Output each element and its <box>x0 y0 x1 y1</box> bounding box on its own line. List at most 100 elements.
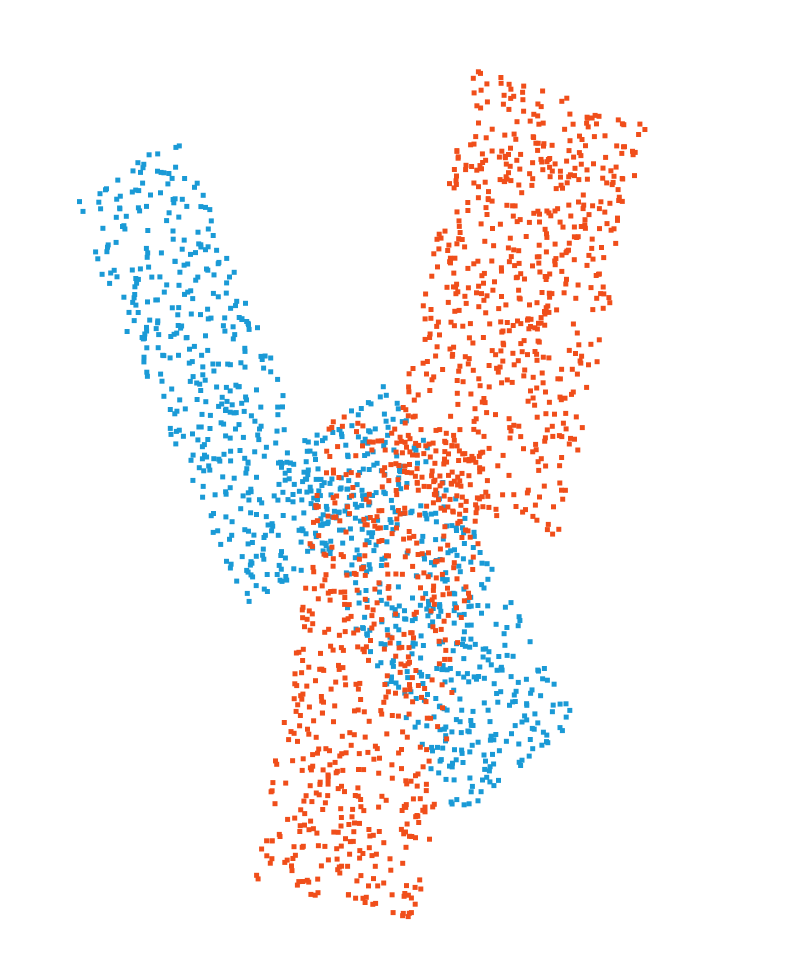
scatter-point-series-2 <box>437 546 443 552</box>
scatter-point-series-2 <box>456 458 462 463</box>
scatter-point-series-1 <box>275 404 281 410</box>
scatter-point-series-2 <box>291 696 297 702</box>
scatter-point-series-2 <box>420 595 426 601</box>
scatter-point-series-2 <box>466 594 472 600</box>
scatter-point-series-1 <box>422 556 427 562</box>
scatter-point-series-2 <box>292 671 298 677</box>
scatter-point-series-2 <box>437 332 442 338</box>
scatter-point-series-2 <box>356 767 361 772</box>
scatter-point-series-2 <box>409 675 415 681</box>
scatter-point-series-1 <box>264 589 270 594</box>
scatter-point-series-2 <box>570 321 576 327</box>
scatter-point-series-2 <box>418 585 423 591</box>
scatter-point-series-2 <box>396 750 402 756</box>
scatter-point-series-1 <box>515 679 521 685</box>
scatter-point-series-1 <box>161 289 167 295</box>
scatter-point-series-1 <box>392 607 398 613</box>
scatter-point-series-2 <box>295 738 300 744</box>
scatter-point-series-2 <box>465 361 471 367</box>
scatter-point-series-1 <box>174 330 180 336</box>
scatter-point-series-2 <box>527 302 532 308</box>
scatter-point-series-1 <box>378 597 384 603</box>
scatter-point-series-1 <box>164 282 170 288</box>
scatter-point-series-2 <box>412 473 418 479</box>
scatter-point-series-1 <box>420 681 426 686</box>
scatter-point-series-2 <box>518 271 524 277</box>
scatter-point-series-1 <box>221 421 227 427</box>
scatter-point-series-2 <box>399 808 405 813</box>
scatter-point-series-2 <box>537 494 542 500</box>
scatter-point-series-2 <box>290 758 296 764</box>
scatter-point-series-1 <box>396 603 402 609</box>
scatter-point-series-1 <box>133 187 139 193</box>
scatter-point-series-1 <box>254 512 259 517</box>
scatter-point-series-2 <box>430 804 436 810</box>
scatter-point-series-1 <box>466 679 472 685</box>
scatter-point-series-2 <box>580 206 586 212</box>
scatter-point-series-2 <box>343 529 349 535</box>
scatter-point-series-2 <box>491 243 497 249</box>
scatter-point-series-2 <box>381 646 387 652</box>
scatter-point-series-2 <box>413 440 419 446</box>
scatter-point-series-1 <box>222 315 228 321</box>
scatter-point-series-2 <box>498 319 504 325</box>
scatter-point-series-1 <box>437 727 443 733</box>
scatter-point-series-2 <box>541 143 546 149</box>
scatter-point-series-1 <box>418 673 424 679</box>
scatter-point-series-1 <box>467 644 473 650</box>
scatter-point-series-2 <box>404 469 410 475</box>
scatter-point-series-1 <box>169 305 175 311</box>
scatter-point-series-1 <box>481 752 487 758</box>
scatter-point-series-2 <box>608 168 614 174</box>
scatter-point-series-2 <box>591 161 596 167</box>
scatter-point-series-2 <box>445 542 451 548</box>
scatter-point-series-1 <box>188 251 193 257</box>
scatter-point-series-1 <box>461 656 467 662</box>
scatter-point-series-1 <box>286 468 292 473</box>
scatter-point-series-2 <box>642 127 648 132</box>
scatter-point-series-1 <box>187 346 192 352</box>
scatter-point-series-1 <box>329 476 335 482</box>
scatter-point-series-2 <box>589 115 595 121</box>
scatter-point-series-2 <box>331 588 337 594</box>
scatter-point-series-2 <box>325 793 331 799</box>
scatter-point-series-2 <box>413 814 419 820</box>
scatter-point-series-1 <box>244 397 249 403</box>
scatter-point-series-1 <box>441 504 447 510</box>
scatter-point-series-2 <box>469 164 475 169</box>
scatter-point-series-2 <box>493 352 499 358</box>
scatter-point-series-1 <box>318 516 324 522</box>
scatter-point-series-1 <box>323 503 329 509</box>
scatter-point-series-1 <box>367 429 373 435</box>
scatter-point-series-1 <box>142 335 147 341</box>
scatter-point-series-1 <box>385 424 391 430</box>
scatter-point-series-1 <box>140 165 146 171</box>
scatter-point-series-2 <box>310 621 316 627</box>
scatter-point-series-2 <box>346 602 352 608</box>
scatter-point-series-1 <box>524 702 530 708</box>
scatter-point-series-1 <box>269 528 275 534</box>
scatter-point-series-2 <box>299 696 305 702</box>
scatter-point-series-2 <box>534 385 540 391</box>
scatter-point-series-2 <box>389 775 395 781</box>
scatter-point-series-2 <box>382 465 388 471</box>
scatter-point-series-2 <box>299 670 305 676</box>
scatter-point-series-2 <box>309 611 315 617</box>
scatter-point-series-2 <box>451 323 457 329</box>
scatter-point-series-2 <box>511 131 517 137</box>
scatter-point-series-2 <box>394 440 400 446</box>
scatter-point-series-2 <box>407 436 413 442</box>
scatter-point-series-2 <box>514 119 520 125</box>
scatter-point-series-2 <box>498 348 504 354</box>
scatter-point-series-2 <box>596 206 602 212</box>
scatter-point-series-2 <box>421 570 427 576</box>
scatter-point-series-2 <box>322 843 328 849</box>
scatter-point-series-2 <box>468 391 474 397</box>
scatter-point-series-2 <box>508 145 513 151</box>
scatter-point-series-2 <box>514 219 520 225</box>
scatter-point-series-2 <box>351 630 357 636</box>
scatter-point-series-1 <box>390 663 396 669</box>
scatter-point-series-2 <box>389 762 395 768</box>
scatter-point-series-2 <box>428 307 434 312</box>
scatter-point-series-1 <box>493 732 499 737</box>
